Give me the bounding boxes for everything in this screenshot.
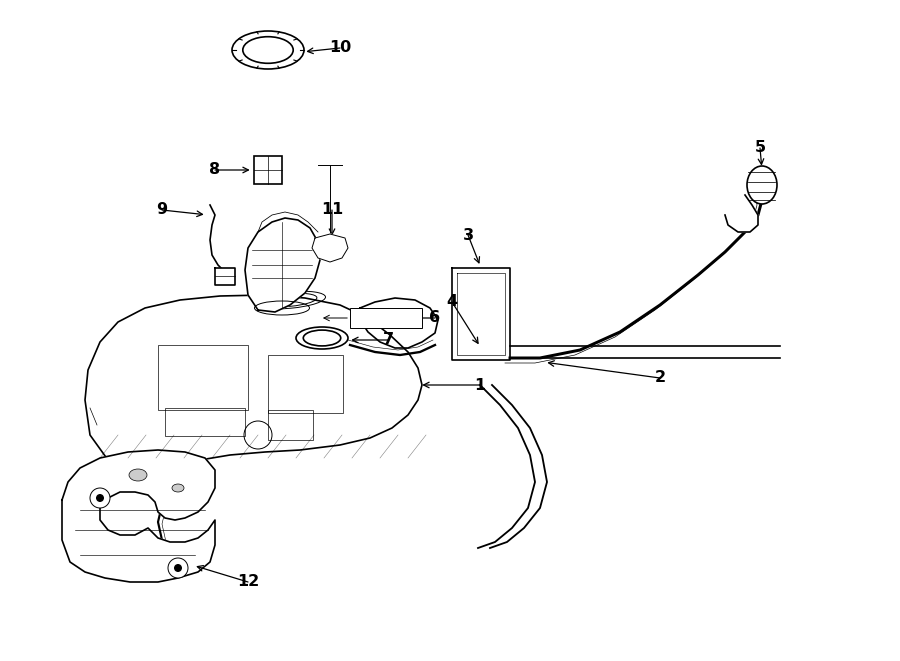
- Text: 11: 11: [321, 202, 343, 217]
- Bar: [165, 408, 245, 436]
- Bar: [268, 355, 343, 413]
- Text: 12: 12: [237, 574, 259, 590]
- Ellipse shape: [129, 469, 147, 481]
- Text: 6: 6: [429, 311, 441, 325]
- Text: 8: 8: [210, 163, 220, 178]
- Circle shape: [168, 558, 188, 578]
- Polygon shape: [215, 268, 235, 285]
- Circle shape: [96, 494, 104, 502]
- Text: 1: 1: [474, 377, 486, 393]
- Polygon shape: [245, 218, 320, 312]
- Text: 4: 4: [446, 295, 457, 309]
- Circle shape: [174, 564, 182, 572]
- Text: 2: 2: [654, 371, 666, 385]
- Bar: [158, 345, 248, 410]
- Ellipse shape: [172, 484, 184, 492]
- Bar: [254, 156, 282, 184]
- Polygon shape: [360, 298, 438, 348]
- Polygon shape: [85, 295, 422, 462]
- Polygon shape: [62, 450, 215, 582]
- Polygon shape: [725, 195, 758, 232]
- Text: 9: 9: [157, 202, 167, 217]
- Text: 3: 3: [463, 227, 473, 243]
- Polygon shape: [312, 234, 348, 262]
- Circle shape: [90, 488, 110, 508]
- Ellipse shape: [747, 166, 777, 204]
- Bar: [350, 308, 422, 328]
- Text: 7: 7: [382, 332, 393, 348]
- Bar: [268, 410, 313, 440]
- Text: 5: 5: [754, 141, 766, 155]
- Text: 10: 10: [328, 40, 351, 56]
